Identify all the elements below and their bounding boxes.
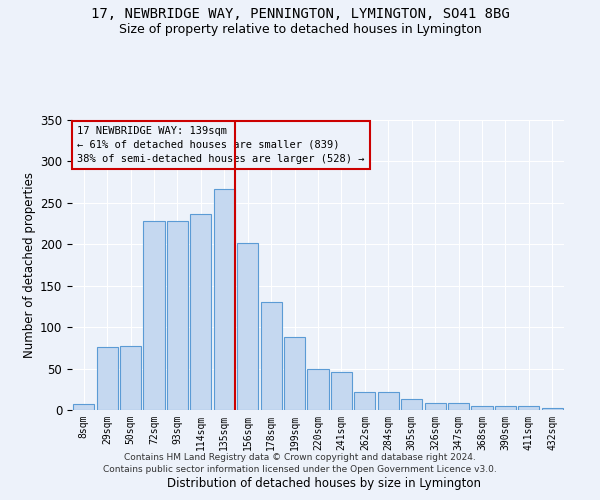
Bar [331,372,352,410]
Text: Contains HM Land Registry data © Crown copyright and database right 2024.
Contai: Contains HM Land Registry data © Crown c… [103,452,497,474]
Text: Size of property relative to detached houses in Lymington: Size of property relative to detached ho… [119,22,481,36]
Text: 17 NEWBRIDGE WAY: 139sqm
← 61% of detached houses are smaller (839)
38% of semi-: 17 NEWBRIDGE WAY: 139sqm ← 61% of detach… [77,126,364,164]
Bar [518,406,539,410]
Bar [97,347,118,410]
Bar [355,392,376,410]
Bar [143,221,164,410]
Bar [307,370,329,410]
Bar [73,404,94,410]
Bar [378,392,399,410]
Bar [214,189,235,410]
Bar [401,399,422,410]
Bar [425,402,446,410]
Bar [260,302,281,410]
Bar [284,337,305,410]
Bar [472,406,493,410]
Bar [448,402,469,410]
Text: Distribution of detached houses by size in Lymington: Distribution of detached houses by size … [167,477,481,490]
Bar [495,406,516,410]
Text: 17, NEWBRIDGE WAY, PENNINGTON, LYMINGTON, SO41 8BG: 17, NEWBRIDGE WAY, PENNINGTON, LYMINGTON… [91,8,509,22]
Bar [120,346,141,410]
Bar [237,244,258,410]
Bar [190,214,211,410]
Bar [542,408,563,410]
Bar [167,221,188,410]
Y-axis label: Number of detached properties: Number of detached properties [23,172,36,358]
